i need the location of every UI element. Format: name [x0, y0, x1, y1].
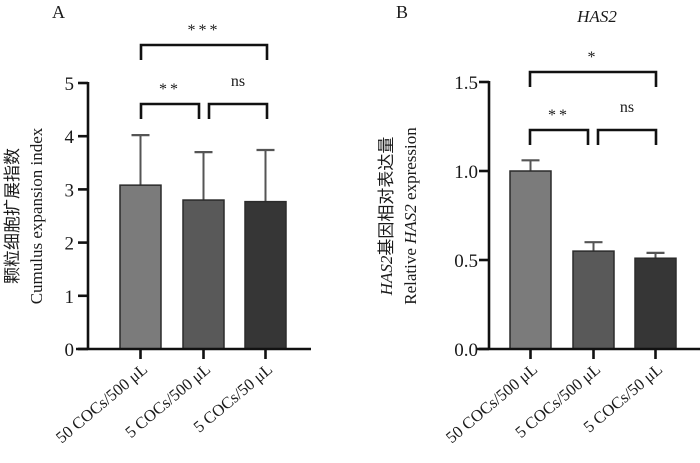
- panel-a-bar: [119, 184, 162, 350]
- panel-a: A 颗粒细胞扩展指数 Cumulus expansion index 0 1 2 3 4…: [3, 2, 311, 447]
- panel-b-ylabel-en-prefix: Relative: [401, 244, 420, 305]
- panel-a-significance-bracket: [207, 102, 269, 119]
- panel-a-y-tick-label: 4: [65, 127, 75, 148]
- panel-b-significance-bracket: [528, 128, 590, 145]
- panel-b-ylabel-cn-gene: HAS2: [377, 255, 396, 296]
- panel-b-significance-bracket: [528, 70, 658, 87]
- panel-b-significance-label: **: [548, 107, 570, 124]
- panel-b-plot: 0.00.51.01.550 COCs/500 μL5 COCs/500 μL5…: [442, 49, 700, 447]
- panel-b-letter: B: [396, 2, 408, 22]
- panel-b-y-tick-label: 0.5: [454, 251, 478, 272]
- panel-b-ylabel-en: Relative HAS2 expression: [401, 127, 420, 305]
- panel-a-bar: [244, 200, 287, 350]
- panel-b-ylabel-cn: HAS2基因相对表达量: [377, 137, 396, 297]
- panel-a-y-tick-label: 0: [65, 340, 75, 361]
- panel-b-bar: [634, 257, 677, 350]
- panel-a-ylabel-cn: 颗粒细胞扩展指数: [3, 148, 22, 284]
- panel-b-ylabel-en-gene: HAS2: [401, 204, 420, 245]
- panel-a-bar: [182, 199, 225, 350]
- panel-a-y-tick-label: 5: [65, 74, 75, 95]
- panel-a-y-tick-label: 2: [65, 234, 75, 255]
- panel-b-y-tick-label: 0.0: [454, 340, 478, 361]
- panel-b-ylabel-en-suffix: expression: [401, 127, 420, 204]
- panel-b-bar: [509, 170, 552, 350]
- panel-b-significance-label: ns: [620, 99, 634, 116]
- panel-b-significance-label: *: [588, 49, 599, 66]
- panel-b: B HAS2 HAS2基因相对表达量 Relative HAS2 express…: [377, 2, 700, 447]
- panel-a-significance-label: **: [159, 81, 181, 98]
- panel-a-significance-bracket: [139, 102, 201, 119]
- panel-b-y-tick-label: 1.5: [454, 73, 478, 94]
- panel-a-significance-label: ns: [231, 73, 245, 90]
- panel-b-bar: [572, 250, 615, 350]
- panel-a-letter: A: [52, 2, 65, 22]
- panel-a-significance-bracket: [139, 43, 269, 60]
- panel-b-y-tick-label: 1.0: [454, 162, 478, 183]
- panel-a-y-tick-label: 1: [65, 287, 75, 308]
- panel-a-significance-label: ***: [188, 22, 221, 39]
- panel-a-y-tick-label: 3: [65, 180, 75, 201]
- panel-b-significance-bracket: [596, 128, 658, 145]
- panel-a-ylabel-en: Cumulus expansion index: [27, 127, 46, 304]
- panel-b-title: HAS2: [576, 7, 617, 26]
- panel-b-ylabel-cn-text: 基因相对表达量: [377, 137, 396, 256]
